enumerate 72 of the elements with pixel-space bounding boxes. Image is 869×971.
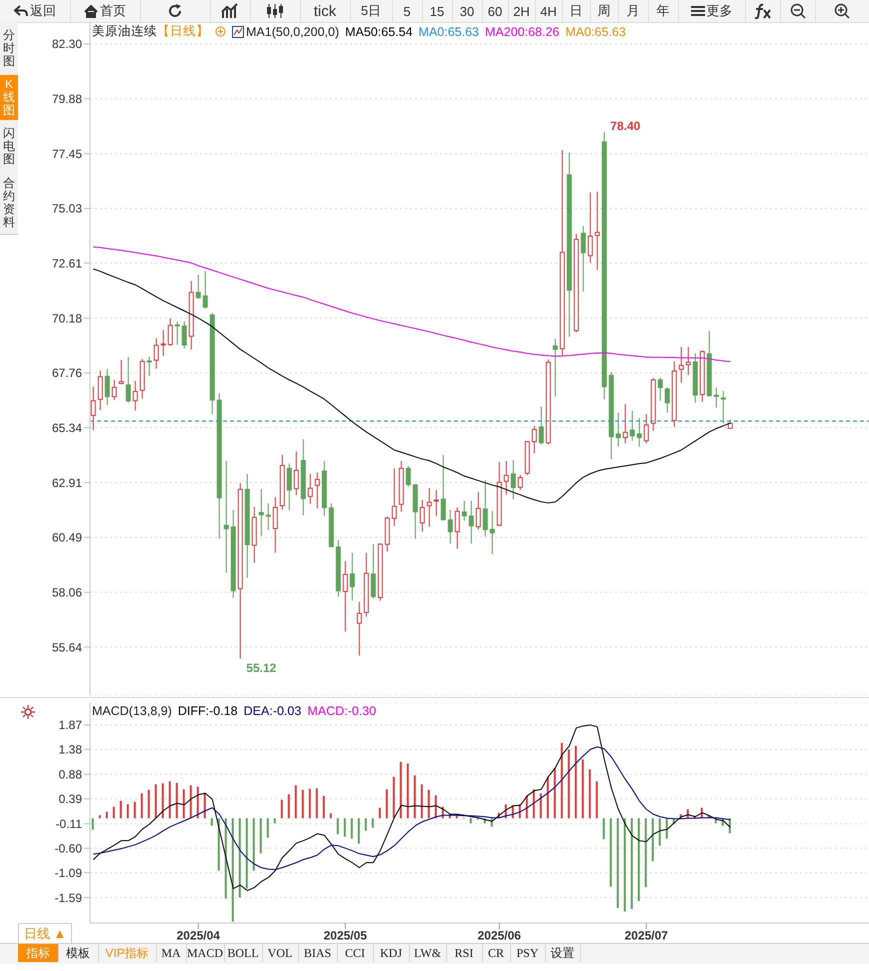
ref-line-label: MA0:65.63 — [418, 24, 479, 38]
text: VIP指标 — [98, 944, 157, 962]
tab: 闪电图 — [0, 120, 18, 173]
y-tick-label: -0.60 — [54, 841, 82, 856]
text: 4H — [540, 4, 557, 18]
y-tick-label: 72.61 — [52, 256, 82, 270]
text: KDJ — [373, 944, 410, 962]
text: 5 — [403, 4, 411, 18]
text: 2H — [513, 4, 530, 18]
chart-subtitle: 【日线】 — [157, 23, 209, 40]
x-tick-label: 2025/07 — [624, 928, 668, 943]
y-tick-label: 70.18 — [52, 311, 82, 326]
y-tick-label: 62.91 — [52, 476, 82, 490]
y-tick-label: -0.11 — [56, 816, 82, 831]
annotation: 55.12 — [246, 660, 277, 675]
y-tick-label: 65.34 — [52, 420, 82, 435]
text: 周 — [598, 2, 610, 20]
text: 月 — [626, 2, 640, 20]
text: CCI — [337, 944, 374, 962]
y-tick-label: 79.88 — [52, 92, 82, 106]
text: 更多 — [706, 2, 732, 20]
text: 设置 — [545, 944, 581, 962]
text: MACD — [186, 944, 225, 962]
text: 日线 ▲ — [18, 923, 72, 944]
x-tick-label: 2025/05 — [324, 928, 368, 943]
y-tick-label: 60.49 — [52, 530, 82, 545]
chart-title: 美原油连续 — [92, 23, 157, 40]
text: 年 — [656, 2, 670, 20]
text: MA200:68.26 — [485, 24, 560, 38]
text: BIAS — [298, 944, 338, 962]
y-tick-label: -1.09 — [54, 866, 82, 880]
text: tick — [314, 2, 336, 20]
y-tick-label: 75.03 — [52, 202, 82, 216]
text: DIFF:-0.18 — [178, 704, 238, 718]
text: 日 — [570, 2, 582, 20]
text: MA50:65.54 — [345, 24, 413, 38]
tab: K线图 — [0, 75, 18, 121]
text: 5日 — [360, 2, 382, 20]
y-tick-label: 0.39 — [58, 792, 82, 806]
y-tick-label: 1.87 — [58, 718, 82, 732]
chart-title: MACD(13,8,9) — [92, 704, 172, 718]
annotation: MA0:65.63 — [565, 24, 626, 38]
x-tick-label: 2025/06 — [478, 928, 522, 943]
text: 30 — [460, 4, 474, 18]
y-tick-label: -1.59 — [54, 890, 82, 905]
text: 指标 — [18, 944, 59, 962]
text: LW& — [409, 944, 447, 962]
tab: 分时图 — [0, 22, 18, 76]
y-tick-label: 1.38 — [58, 742, 82, 757]
tab: 合约资料 — [0, 172, 18, 235]
text: 60 — [488, 4, 502, 18]
x-tick-label: 2025/04 — [176, 928, 220, 943]
y-tick-label: 0.88 — [58, 768, 82, 782]
text: MA — [156, 944, 187, 962]
text: 模板 — [58, 944, 99, 962]
text: 首页 — [100, 2, 126, 20]
annotation: 78.40 — [610, 119, 641, 134]
text: BOLL — [224, 944, 263, 962]
y-tick-label: 82.30 — [52, 37, 82, 52]
text: PSY — [510, 944, 546, 962]
y-tick-label: 55.64 — [52, 640, 82, 654]
y-tick-label: 58.06 — [52, 586, 82, 600]
text: CR — [482, 944, 511, 962]
text: DEA:-0.03 — [244, 704, 302, 718]
y-tick-label: 67.76 — [52, 366, 82, 380]
y-tick-label: 77.45 — [52, 146, 82, 161]
text: RSI — [446, 944, 483, 962]
text: 返回 — [30, 2, 56, 20]
legend-title: MA1(50,0,200,0) — [246, 24, 340, 38]
text: 15 — [430, 4, 444, 18]
annotation: MACD:-0.30 — [307, 704, 376, 718]
text: VOL — [262, 944, 299, 962]
